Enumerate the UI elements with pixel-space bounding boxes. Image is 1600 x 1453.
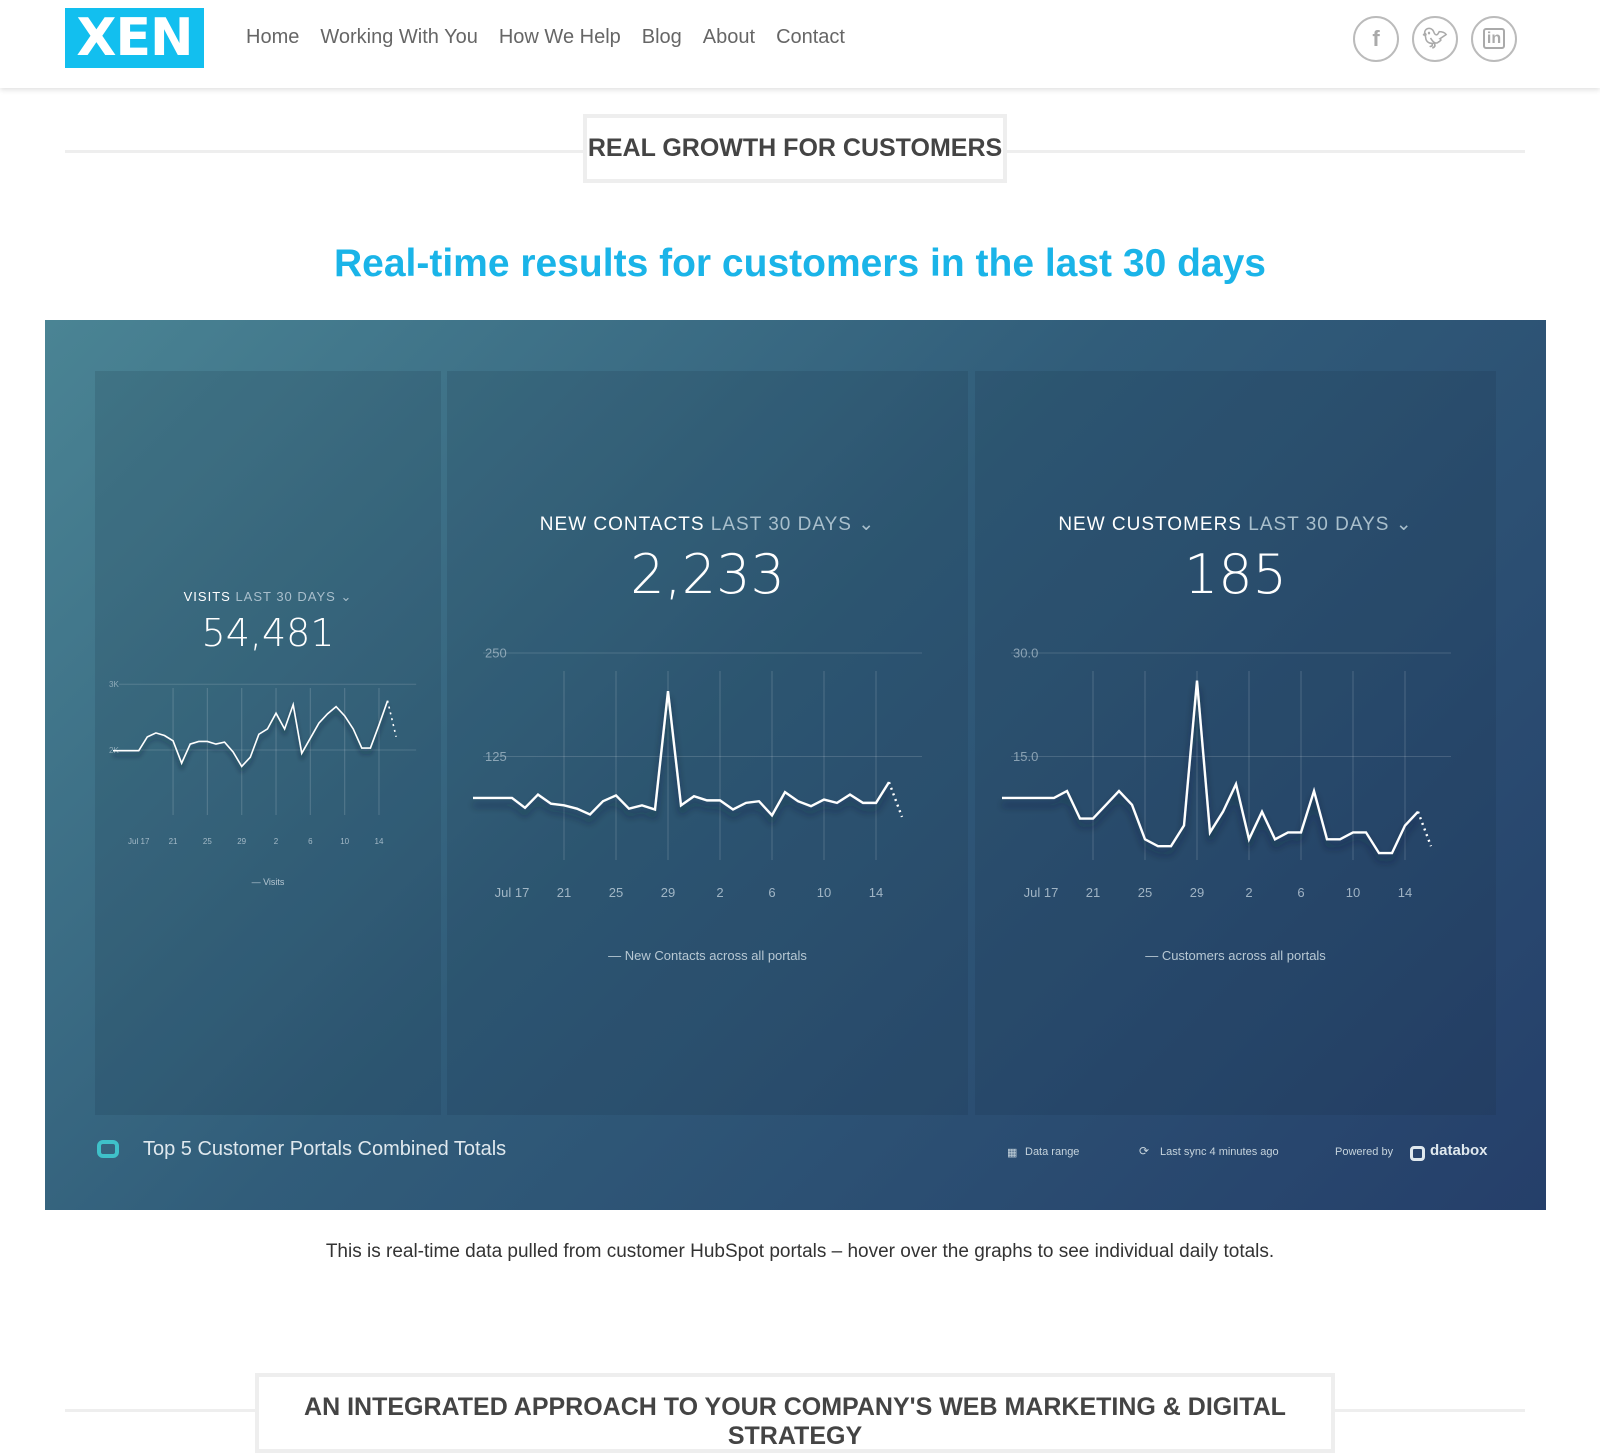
x-tick-label: 29 xyxy=(237,837,246,846)
chart-legend: — Customers across all portals xyxy=(975,948,1496,963)
x-tick-label: 25 xyxy=(203,837,212,846)
x-tick-label: 2 xyxy=(274,837,279,846)
nav-about[interactable]: About xyxy=(703,26,755,49)
dashboard-caption: This is real-time data pulled from custo… xyxy=(0,1241,1600,1263)
x-tick-label: 2 xyxy=(1245,885,1252,900)
series-line xyxy=(473,691,889,815)
legend-label: Customers across all portals xyxy=(1162,948,1326,963)
new-contacts-chart[interactable]: 125 250 Jul 17 21 25 29 2 6 10 14 xyxy=(447,371,968,1115)
x-tick-label: 14 xyxy=(375,837,384,846)
dashboard-title: Top 5 Customer Portals Combined Totals xyxy=(143,1138,506,1161)
x-tick-label: Jul 17 xyxy=(1024,885,1059,900)
nav-contact[interactable]: Contact xyxy=(776,26,845,49)
legend-swatch: — xyxy=(1145,948,1162,963)
data-range-link[interactable]: Data range xyxy=(1025,1146,1079,1158)
y-tick-label: 3K xyxy=(109,680,119,689)
x-tick-label: 25 xyxy=(1138,885,1152,900)
databox-logo-icon xyxy=(97,1140,119,1158)
linkedin-icon[interactable]: in xyxy=(1471,16,1517,62)
main-nav: Home Working With You How We Help Blog A… xyxy=(246,26,845,49)
x-tick-label: 21 xyxy=(557,885,571,900)
new-customers-chart[interactable]: 15.0 30.0 Jul 17 21 25 29 2 6 10 14 xyxy=(975,371,1496,1115)
x-tick-label: 2 xyxy=(716,885,723,900)
x-tick-label: 14 xyxy=(869,885,883,900)
legend-label: Visits xyxy=(263,877,284,887)
x-tick-label: 10 xyxy=(817,885,831,900)
xen-logo[interactable]: XEN xyxy=(65,8,204,68)
x-tick-label: 29 xyxy=(661,885,675,900)
nav-how-we-help[interactable]: How We Help xyxy=(499,26,621,49)
x-tick-label: 21 xyxy=(1086,885,1100,900)
databox-brand[interactable]: databox xyxy=(1430,1142,1488,1159)
y-tick-label: 30.0 xyxy=(1013,646,1038,661)
chart-legend: — Visits xyxy=(95,877,441,887)
x-tick-label: Jul 17 xyxy=(495,885,530,900)
x-tick-label: 6 xyxy=(1297,885,1304,900)
last-sync-status: Last sync 4 minutes ago xyxy=(1160,1146,1279,1158)
sync-icon: ⟳ xyxy=(1139,1144,1149,1158)
series-line xyxy=(1002,681,1418,854)
calendar-icon: ▦ xyxy=(1007,1146,1017,1159)
x-tick-label: 10 xyxy=(340,837,349,846)
x-tick-label: 14 xyxy=(1398,885,1412,900)
partial-day-segment xyxy=(388,701,397,737)
facebook-icon[interactable]: f xyxy=(1353,16,1399,62)
y-tick-label: 125 xyxy=(485,749,507,764)
chart-legend: — New Contacts across all portals xyxy=(447,948,968,963)
partial-day-segment xyxy=(889,782,902,817)
x-tick-label: 6 xyxy=(768,885,775,900)
x-tick-label: 21 xyxy=(169,837,178,846)
powered-by-label: Powered by xyxy=(1335,1146,1393,1158)
section-title: REAL GROWTH FOR CUSTOMERS xyxy=(583,114,1007,183)
series-line xyxy=(113,701,388,767)
twitter-icon[interactable]: 🐦︎ xyxy=(1412,16,1458,62)
legend-swatch: — xyxy=(252,877,264,887)
databox-brand-icon xyxy=(1410,1146,1425,1161)
nav-home[interactable]: Home xyxy=(246,26,299,49)
x-tick-label: 10 xyxy=(1346,885,1360,900)
site-header: XEN Home Working With You How We Help Bl… xyxy=(0,0,1600,88)
x-tick-label: 25 xyxy=(609,885,623,900)
legend-swatch: — xyxy=(608,948,625,963)
x-tick-label: 29 xyxy=(1190,885,1204,900)
section-title: AN INTEGRATED APPROACH TO YOUR COMPANY'S… xyxy=(255,1373,1335,1453)
x-tick-label: 6 xyxy=(308,837,313,846)
nav-blog[interactable]: Blog xyxy=(642,26,682,49)
x-tick-label: Jul 17 xyxy=(128,837,150,846)
partial-day-segment xyxy=(1418,812,1431,847)
legend-label: New Contacts across all portals xyxy=(625,948,807,963)
page-headline: Real-time results for customers in the l… xyxy=(0,242,1600,286)
y-tick-label: 250 xyxy=(485,646,507,661)
y-tick-label: 15.0 xyxy=(1013,749,1038,764)
nav-working-with-you[interactable]: Working With You xyxy=(320,26,478,49)
